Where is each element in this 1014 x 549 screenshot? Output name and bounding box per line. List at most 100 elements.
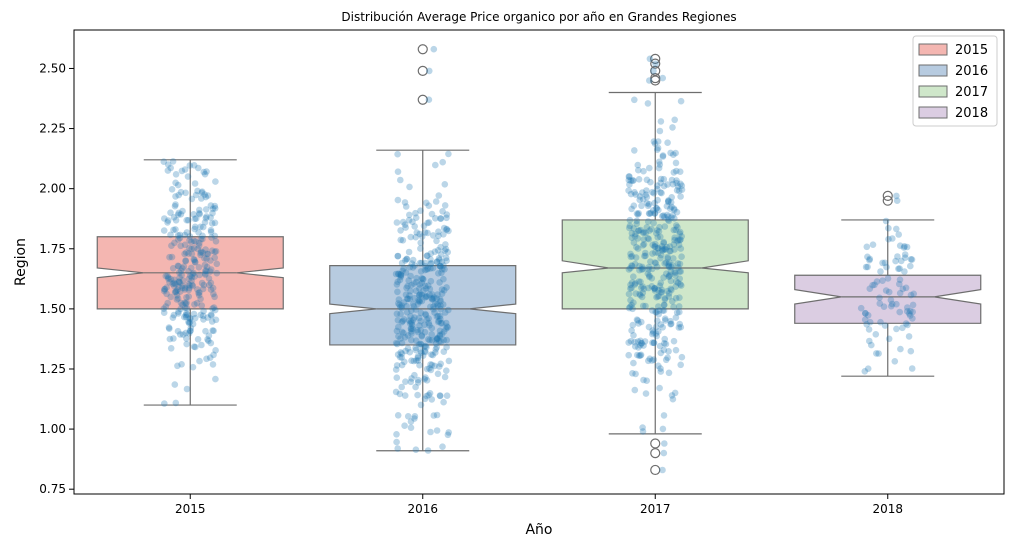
strip-point	[646, 55, 654, 63]
legend-swatch-2018	[918, 106, 948, 119]
strip-point	[198, 341, 205, 349]
strip-point	[202, 214, 210, 222]
strip-point	[674, 183, 682, 190]
strip-point	[188, 277, 195, 285]
strip-point	[205, 275, 213, 282]
strip-point	[861, 316, 869, 324]
strip-point	[663, 243, 670, 251]
strip-point	[406, 320, 414, 327]
strip-point	[631, 189, 638, 196]
strip-point	[676, 260, 684, 268]
strip-point	[197, 295, 204, 303]
strip-point	[423, 252, 431, 260]
strip-point	[428, 259, 435, 267]
strip-point	[643, 199, 651, 207]
strip-point	[179, 282, 186, 290]
strip-point	[422, 292, 430, 300]
strip-point	[637, 351, 645, 359]
strip-point	[657, 175, 665, 183]
strip-point	[433, 237, 440, 245]
strip-point	[657, 365, 664, 372]
strip-point	[909, 301, 917, 309]
strip-point	[634, 161, 642, 169]
strip-point	[412, 383, 419, 391]
strip-point	[430, 305, 437, 313]
strip-point	[191, 225, 198, 233]
strip-point	[632, 230, 639, 238]
strip-point	[419, 352, 427, 360]
strip-point	[642, 302, 649, 310]
strip-point	[170, 279, 178, 287]
strip-point	[161, 215, 168, 222]
strip-point	[394, 252, 402, 260]
strip-point	[437, 251, 445, 258]
strip-point	[668, 176, 676, 184]
strip-point	[650, 356, 658, 363]
strip-point	[181, 313, 188, 321]
strip-point	[659, 153, 667, 160]
strip-point	[208, 312, 215, 319]
strip-point	[654, 293, 662, 300]
strip-point	[635, 320, 642, 327]
strip-point	[412, 306, 420, 313]
strip-point	[670, 241, 678, 248]
strip-point	[182, 300, 190, 308]
strip-point	[414, 353, 422, 360]
strip-point	[675, 236, 682, 243]
strip-point	[210, 290, 217, 298]
strip-point	[627, 253, 635, 261]
strip-point	[413, 274, 420, 282]
strip-point	[208, 247, 216, 254]
strip-point	[637, 342, 644, 349]
box-2017	[561, 53, 749, 476]
legend-label-2018: 2018	[955, 106, 988, 121]
strip-point	[628, 205, 635, 213]
strip-point	[440, 275, 447, 283]
strip-point	[643, 187, 650, 194]
strip-point	[651, 243, 659, 250]
strip-point	[678, 233, 685, 240]
strip-point	[649, 250, 656, 257]
strip-point	[639, 428, 647, 435]
strip-point	[190, 237, 198, 245]
strip-point	[649, 327, 656, 334]
strip-point	[634, 245, 642, 252]
strip-point	[673, 179, 680, 187]
strip-point	[403, 255, 410, 263]
strip-point	[175, 278, 183, 285]
strip-point	[186, 318, 194, 326]
strip-point	[397, 310, 404, 318]
strip-point	[672, 159, 680, 167]
strip-point	[191, 258, 199, 266]
strip-point	[398, 350, 406, 357]
strip-point	[412, 446, 420, 454]
strip-point	[406, 211, 413, 219]
strip-point	[445, 429, 453, 436]
strip-point	[630, 177, 637, 184]
strip-point	[175, 191, 182, 199]
strip-point	[441, 309, 449, 316]
strip-point	[401, 422, 408, 430]
strip-point	[415, 314, 423, 322]
strip-point	[397, 349, 405, 356]
strip-point	[183, 294, 190, 301]
strip-point	[668, 286, 675, 294]
strip-point	[399, 218, 407, 226]
strip-point	[188, 281, 196, 289]
strip-point	[632, 280, 639, 287]
strip-point	[178, 167, 186, 175]
strip-point	[205, 332, 213, 340]
strip-point	[171, 276, 178, 284]
strip-point	[208, 234, 215, 241]
strip-point	[396, 390, 404, 398]
strip-point	[417, 341, 425, 348]
strip-point	[211, 306, 219, 314]
strip-point	[639, 283, 646, 290]
strip-point	[402, 203, 410, 210]
strip-point	[651, 259, 659, 266]
strip-point	[677, 97, 685, 105]
box-2016	[329, 44, 517, 452]
strip-point	[190, 244, 198, 252]
strip-point	[172, 280, 179, 288]
strip-point	[209, 284, 217, 292]
